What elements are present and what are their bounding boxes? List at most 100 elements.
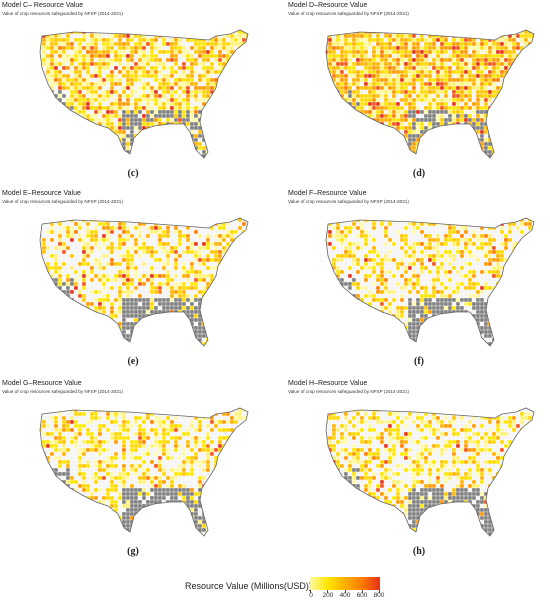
county-cell xyxy=(471,105,477,111)
county-cell xyxy=(93,153,99,158)
county-cell xyxy=(527,149,533,155)
county-cell xyxy=(237,101,243,107)
county-cell xyxy=(141,30,147,31)
county-cell xyxy=(169,101,175,107)
county-cell xyxy=(487,53,493,59)
county-cell xyxy=(209,49,215,55)
county-cell xyxy=(347,37,353,43)
county-cell xyxy=(339,113,345,119)
county-cell xyxy=(73,69,79,75)
county-cell xyxy=(61,73,67,79)
county-cell xyxy=(237,269,243,275)
county-cell xyxy=(85,245,91,251)
county-cell xyxy=(536,114,540,118)
county-cell xyxy=(157,277,163,283)
county-cell xyxy=(379,65,385,71)
county-cell xyxy=(391,109,397,115)
county-cell xyxy=(213,101,219,107)
county-cell xyxy=(40,30,43,31)
county-cell xyxy=(335,93,341,99)
county-cell xyxy=(141,101,147,107)
county-cell xyxy=(355,149,361,155)
county-cell xyxy=(129,285,135,291)
county-cell xyxy=(245,30,248,31)
county-cell xyxy=(363,141,369,147)
county-cell xyxy=(387,33,393,39)
county-cell xyxy=(355,53,361,59)
county-cell xyxy=(411,30,417,35)
county-cell xyxy=(250,118,254,122)
county-cell xyxy=(471,113,477,119)
county-cell xyxy=(250,86,254,90)
county-cell xyxy=(339,129,345,135)
county-cell xyxy=(113,233,119,239)
county-cell xyxy=(77,297,83,303)
county-cell xyxy=(213,297,219,303)
county-cell xyxy=(73,285,79,291)
county-cell xyxy=(34,222,38,226)
county-cell xyxy=(81,57,87,63)
county-cell xyxy=(367,157,373,158)
county-cell xyxy=(335,121,341,127)
county-cell xyxy=(145,113,151,119)
county-cell xyxy=(483,141,489,147)
county-cell xyxy=(419,153,425,158)
county-cell xyxy=(121,269,127,275)
county-cell xyxy=(89,57,95,63)
county-cell xyxy=(327,77,333,83)
county-cell xyxy=(49,297,55,303)
county-cell xyxy=(455,145,461,151)
county-cell xyxy=(250,254,254,258)
county-cell xyxy=(193,149,199,155)
county-cell xyxy=(65,285,71,291)
county-cell xyxy=(427,53,433,59)
county-cell xyxy=(153,101,159,107)
county-cell xyxy=(85,65,91,71)
county-cell xyxy=(359,137,365,143)
county-cell xyxy=(65,221,71,227)
county-cell xyxy=(141,237,147,243)
county-cell xyxy=(157,105,163,111)
county-cell xyxy=(359,85,365,91)
county-cell xyxy=(217,30,223,35)
county-cell xyxy=(355,65,361,71)
county-cell xyxy=(443,129,449,135)
county-cell xyxy=(49,253,55,259)
county-cell xyxy=(65,229,71,235)
county-cell xyxy=(89,157,95,158)
county-cell xyxy=(351,73,357,79)
county-cell xyxy=(233,137,239,143)
county-cell xyxy=(153,257,159,263)
county-cell xyxy=(331,89,337,95)
county-cell xyxy=(451,53,457,59)
county-cell xyxy=(491,30,497,35)
county-cell xyxy=(355,61,361,67)
county-cell xyxy=(61,61,67,67)
county-cell xyxy=(237,81,243,87)
county-cell xyxy=(250,46,254,50)
county-cell xyxy=(93,265,99,271)
county-cell xyxy=(519,153,525,158)
county-cell xyxy=(73,77,79,83)
county-cell xyxy=(447,93,453,99)
county-cell xyxy=(145,145,151,151)
county-cell xyxy=(101,85,107,91)
county-cell xyxy=(165,229,171,235)
county-cell xyxy=(331,57,337,63)
county-cell xyxy=(237,273,243,279)
county-cell xyxy=(209,125,215,131)
county-cell xyxy=(221,53,227,59)
county-cell xyxy=(245,269,248,275)
county-cell xyxy=(523,57,529,63)
county-cell xyxy=(69,41,75,47)
county-cell xyxy=(241,261,247,267)
county-cell xyxy=(101,129,107,135)
county-cell xyxy=(145,225,151,231)
county-cell xyxy=(81,33,87,39)
county-cell xyxy=(133,97,139,103)
county-cell xyxy=(153,237,159,243)
county-cell xyxy=(81,101,87,107)
county-cell xyxy=(225,241,231,247)
county-cell xyxy=(507,133,513,139)
county-cell xyxy=(121,89,127,95)
